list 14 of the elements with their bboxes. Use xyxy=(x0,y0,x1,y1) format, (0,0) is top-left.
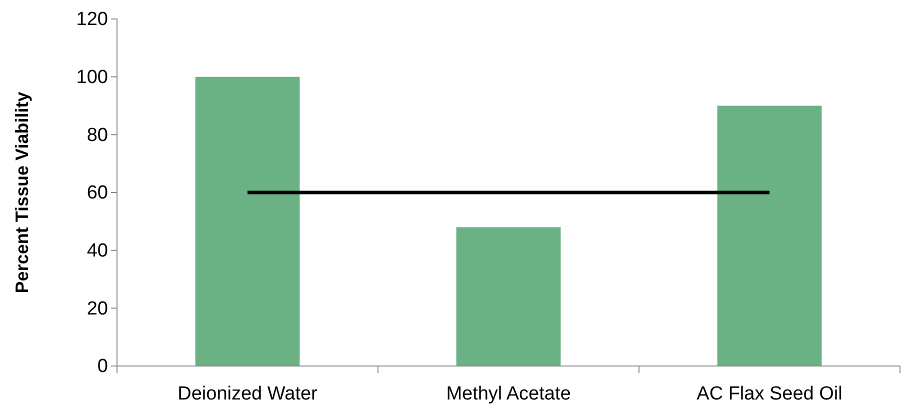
bar xyxy=(195,76,300,366)
bar xyxy=(456,227,561,366)
y-tick-label: 60 xyxy=(86,182,108,204)
y-tick-label: 80 xyxy=(86,124,108,146)
y-tick-label: 40 xyxy=(86,240,108,262)
y-tick-label: 20 xyxy=(86,298,108,320)
x-tick-label: Deionized Water xyxy=(178,383,318,404)
y-axis-title: Percent Tissue Viability xyxy=(12,92,32,294)
x-tick-label: Methyl Acetate xyxy=(446,383,571,404)
bar xyxy=(717,106,822,366)
y-tick-label: 100 xyxy=(76,66,108,88)
y-tick-label: 120 xyxy=(76,9,108,30)
y-tick-label: 0 xyxy=(97,356,108,378)
x-tick-label: AC Flax Seed Oil xyxy=(696,383,842,404)
